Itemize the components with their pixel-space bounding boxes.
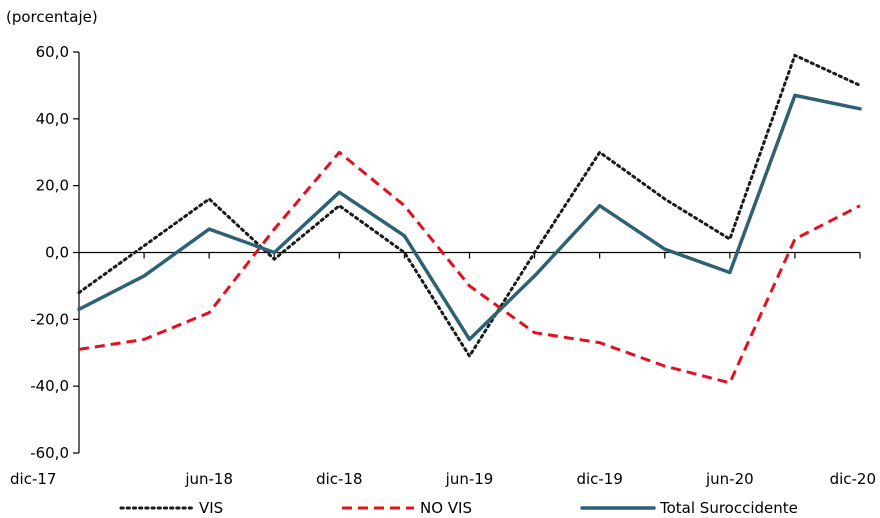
x-tick-label: dic-19 (576, 470, 622, 488)
series-line-total-suroccidente (77, 93, 862, 342)
y-tick-label: -20,0 (30, 310, 69, 328)
x-tick-label: jun-18 (184, 470, 233, 488)
legend-label: VIS (199, 499, 223, 517)
x-tick-label: dic-17 (10, 470, 56, 488)
series-line-vis (77, 53, 862, 358)
legend: VIS NO VIS Total Suroccidente (119, 499, 798, 517)
y-tick-label: -60,0 (30, 444, 69, 462)
y-tick-label: 60,0 (36, 43, 69, 61)
series-line-no-vis (78, 150, 861, 385)
x-tick-label: jun-19 (445, 470, 494, 488)
legend-label: NO VIS (420, 499, 472, 517)
unit-label: (porcentaje) (6, 8, 98, 26)
x-tick-label: jun-20 (705, 470, 754, 488)
x-tick-label: dic-18 (316, 470, 362, 488)
y-tick-label: 40,0 (36, 110, 69, 128)
x-tick-label: dic-20 (830, 470, 876, 488)
y-tick-label: -40,0 (30, 377, 69, 395)
series-group (77, 53, 862, 385)
axes: 60,0 40,0 20,0 0,0 -20,0 -40,0 -60,0 dic-17 jun-… (10, 43, 876, 488)
legend-label: Total Suroccidente (659, 499, 798, 517)
y-tick-label: 0,0 (45, 244, 69, 262)
y-tick-label: 20,0 (36, 177, 69, 195)
